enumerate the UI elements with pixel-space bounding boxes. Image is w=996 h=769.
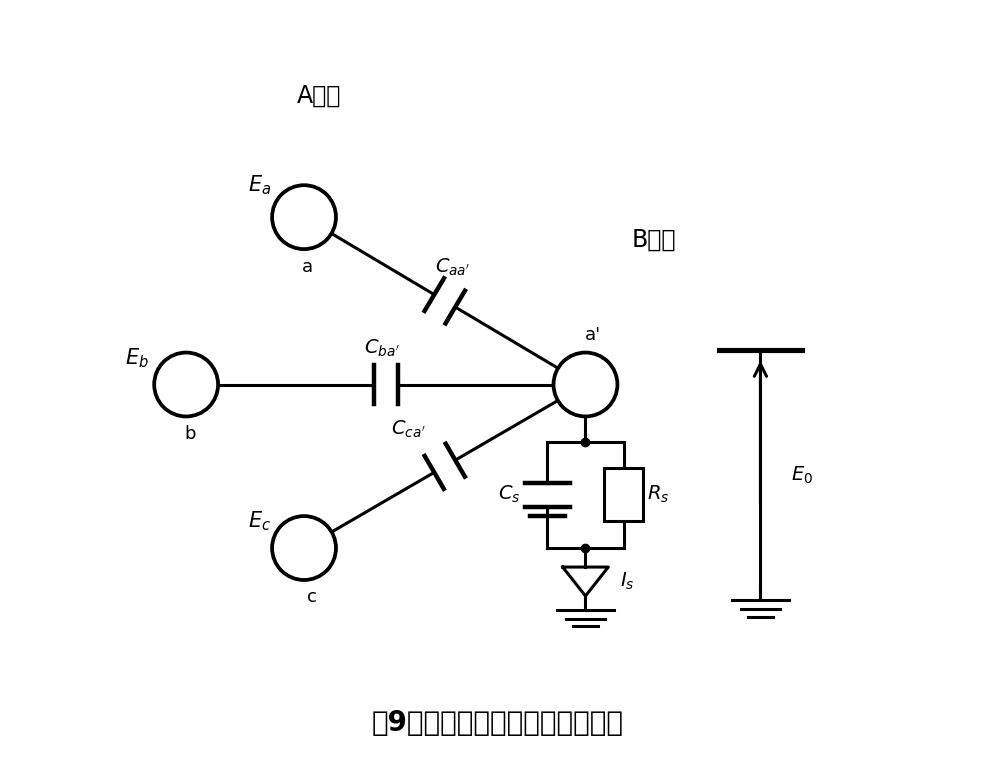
Text: c: c xyxy=(307,588,317,607)
Text: $E_a$: $E_a$ xyxy=(248,173,272,197)
Text: A回線: A回線 xyxy=(297,84,342,108)
Bar xyxy=(605,468,642,521)
Text: $E_0$: $E_0$ xyxy=(791,465,813,487)
Text: $E_c$: $E_c$ xyxy=(248,510,272,533)
Text: $C_{ba'}$: $C_{ba'}$ xyxy=(365,338,399,358)
Text: $C_{aa'}$: $C_{aa'}$ xyxy=(435,256,470,278)
Text: B回線: B回線 xyxy=(631,228,676,252)
Text: a': a' xyxy=(585,326,602,344)
Text: $E_b$: $E_b$ xyxy=(124,346,148,370)
Text: $C_{ca'}$: $C_{ca'}$ xyxy=(391,418,426,440)
Text: $C_s$: $C_s$ xyxy=(498,484,521,505)
Text: 第9図　線路間の静電誘導の例題: 第9図 線路間の静電誘導の例題 xyxy=(372,709,624,737)
Text: b: b xyxy=(184,425,195,443)
Text: a: a xyxy=(302,258,314,275)
Text: $R_s$: $R_s$ xyxy=(647,484,669,505)
Text: $I_s$: $I_s$ xyxy=(620,571,634,592)
